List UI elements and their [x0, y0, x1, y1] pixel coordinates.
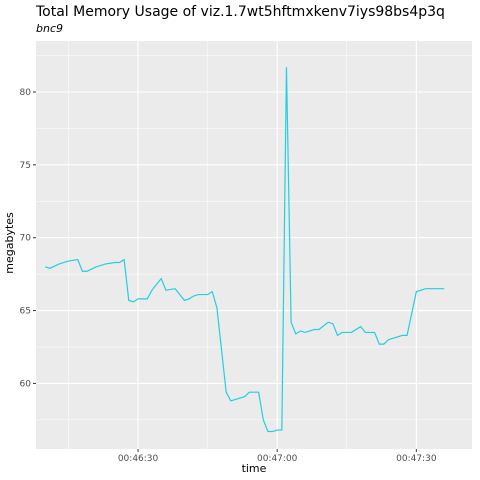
y-tick-label: 65 [20, 307, 31, 317]
x-axis-ticks: 00:46:30 00:47:00 00:47:30 [118, 449, 437, 464]
y-tick-label: 70 [20, 234, 32, 244]
y-tick-label: 60 [20, 379, 32, 389]
x-tick-label: 00:47:30 [396, 454, 437, 464]
y-tick-label: 75 [20, 161, 31, 171]
y-axis-title: megabytes [3, 212, 16, 274]
chart-title: Total Memory Usage of viz.1.7wt5hftmxken… [35, 4, 445, 20]
chart-subtitle: bnc9 [36, 22, 63, 35]
y-axis-ticks: 60 65 70 75 80 [20, 88, 36, 389]
x-tick-label: 00:46:30 [118, 454, 159, 464]
x-axis-title: time [242, 462, 267, 475]
plot-panel [36, 41, 472, 449]
y-tick-label: 80 [20, 88, 32, 98]
